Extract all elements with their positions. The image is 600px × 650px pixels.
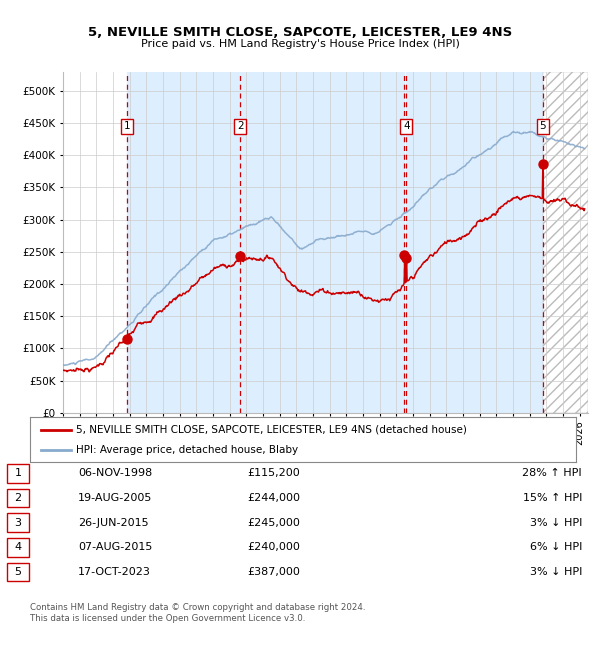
Text: 5: 5 xyxy=(14,567,22,577)
Text: 3% ↓ HPI: 3% ↓ HPI xyxy=(530,518,582,528)
Bar xyxy=(543,72,588,413)
Text: 19-AUG-2005: 19-AUG-2005 xyxy=(78,493,152,503)
Text: 26-JUN-2015: 26-JUN-2015 xyxy=(78,518,149,528)
Text: £244,000: £244,000 xyxy=(247,493,300,503)
Bar xyxy=(240,72,404,413)
Text: £240,000: £240,000 xyxy=(247,543,300,552)
Text: 1: 1 xyxy=(124,122,130,131)
Text: 06-NOV-1998: 06-NOV-1998 xyxy=(78,469,152,478)
Text: 3% ↓ HPI: 3% ↓ HPI xyxy=(530,567,582,577)
FancyBboxPatch shape xyxy=(7,489,29,508)
Bar xyxy=(406,72,543,413)
Text: Contains HM Land Registry data © Crown copyright and database right 2024.
This d: Contains HM Land Registry data © Crown c… xyxy=(30,603,365,623)
Text: 17-OCT-2023: 17-OCT-2023 xyxy=(78,567,151,577)
FancyBboxPatch shape xyxy=(7,563,29,581)
FancyBboxPatch shape xyxy=(7,464,29,483)
Text: 1: 1 xyxy=(14,469,22,478)
Text: 6% ↓ HPI: 6% ↓ HPI xyxy=(530,543,582,552)
Text: Price paid vs. HM Land Registry's House Price Index (HPI): Price paid vs. HM Land Registry's House … xyxy=(140,39,460,49)
Text: 15% ↑ HPI: 15% ↑ HPI xyxy=(523,493,582,503)
Bar xyxy=(127,72,240,413)
Text: 3: 3 xyxy=(14,518,22,528)
Text: 4: 4 xyxy=(14,543,22,552)
Text: 4: 4 xyxy=(403,122,410,131)
Text: £115,200: £115,200 xyxy=(247,469,300,478)
Text: HPI: Average price, detached house, Blaby: HPI: Average price, detached house, Blab… xyxy=(76,445,299,456)
Text: 5, NEVILLE SMITH CLOSE, SAPCOTE, LEICESTER, LE9 4NS (detached house): 5, NEVILLE SMITH CLOSE, SAPCOTE, LEICEST… xyxy=(76,424,467,435)
Text: £245,000: £245,000 xyxy=(247,518,300,528)
Text: 5: 5 xyxy=(539,122,547,131)
FancyBboxPatch shape xyxy=(7,514,29,532)
Text: 2: 2 xyxy=(237,122,244,131)
Text: 2: 2 xyxy=(14,493,22,503)
Text: £387,000: £387,000 xyxy=(247,567,300,577)
Text: 28% ↑ HPI: 28% ↑ HPI xyxy=(523,469,582,478)
Text: 5, NEVILLE SMITH CLOSE, SAPCOTE, LEICESTER, LE9 4NS: 5, NEVILLE SMITH CLOSE, SAPCOTE, LEICEST… xyxy=(88,26,512,39)
FancyBboxPatch shape xyxy=(7,538,29,557)
Text: 07-AUG-2015: 07-AUG-2015 xyxy=(78,543,152,552)
